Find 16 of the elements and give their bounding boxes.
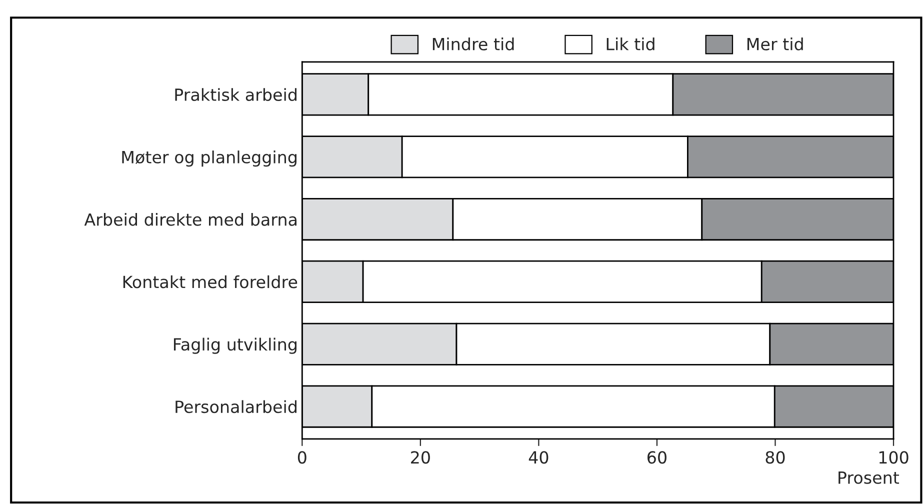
x-tick-label: 20 — [411, 451, 430, 464]
legend-label: Mer tid — [747, 37, 803, 50]
legend-label: Mindre tid — [432, 37, 514, 50]
x-tick-label: 40 — [528, 451, 548, 464]
y-tick-label: Arbeid direkte med barna — [84, 212, 296, 226]
x-tick-label: 0 — [298, 451, 306, 464]
x-tick-label: 60 — [648, 451, 666, 464]
y-tick-label: Faglig utvikling — [174, 338, 296, 354]
x-tick-label: 100 — [879, 451, 908, 464]
x-axis-title: Prosent — [838, 472, 900, 484]
y-tick-label: Praktisk arbeid — [175, 88, 296, 102]
y-tick-label: Personalarbeid — [176, 400, 296, 414]
legend-label: Lik tid — [606, 37, 654, 50]
x-tick-label: 80 — [766, 451, 785, 464]
y-tick-label: Møter og planlegging — [122, 150, 296, 167]
y-tick-label: Kontakt med foreldre — [123, 275, 298, 288]
